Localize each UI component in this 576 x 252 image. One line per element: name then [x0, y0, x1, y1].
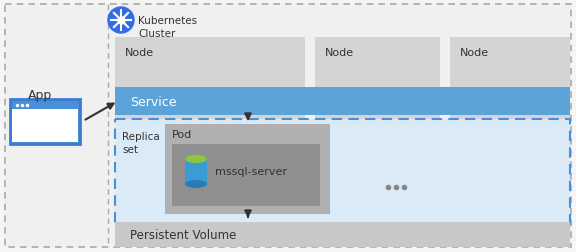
FancyBboxPatch shape [315, 38, 440, 232]
Text: Pod: Pod [172, 130, 192, 139]
FancyBboxPatch shape [5, 5, 571, 247]
Text: Replica
set: Replica set [122, 132, 160, 154]
Ellipse shape [185, 155, 207, 163]
FancyBboxPatch shape [115, 38, 305, 232]
Text: Persistent Volume: Persistent Volume [130, 228, 236, 241]
FancyBboxPatch shape [115, 119, 570, 224]
Text: Node: Node [125, 48, 154, 58]
FancyBboxPatch shape [10, 100, 80, 144]
Text: Node: Node [325, 48, 354, 58]
Ellipse shape [185, 180, 207, 188]
FancyBboxPatch shape [12, 110, 78, 142]
FancyBboxPatch shape [450, 38, 570, 232]
FancyBboxPatch shape [115, 222, 570, 247]
Text: mssql-server: mssql-server [215, 166, 287, 176]
FancyBboxPatch shape [115, 88, 570, 115]
FancyBboxPatch shape [172, 144, 320, 206]
Text: App: App [28, 88, 52, 101]
FancyBboxPatch shape [165, 124, 330, 214]
Text: Service: Service [130, 95, 176, 108]
Text: Kubernetes
Cluster: Kubernetes Cluster [138, 16, 197, 39]
Circle shape [108, 8, 134, 34]
FancyBboxPatch shape [185, 159, 207, 184]
Text: Node: Node [460, 48, 489, 58]
